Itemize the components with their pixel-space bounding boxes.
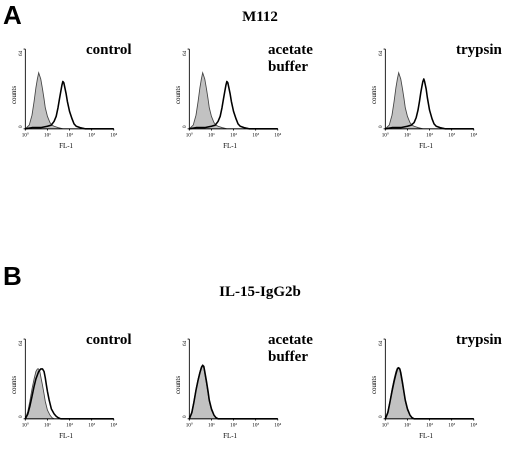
histogram-plot: 0 64 counts 10° 10¹ 10² 10³ 10⁴ FL-1 [11, 338, 117, 440]
x-tick-label: 10¹ [44, 423, 51, 429]
panel-title: IL-15-IgG2b [219, 284, 301, 300]
panel-title: M112 [242, 9, 278, 25]
condition-label-line: control [86, 42, 132, 58]
control-histogram-filled [188, 71, 278, 130]
x-tick-label: 10¹ [44, 133, 51, 139]
x-tick-label: 10⁴ [274, 133, 281, 139]
y-tick-label: 0 [182, 415, 188, 418]
y-tick-label: 64 [378, 50, 384, 56]
y-axis-label: counts [371, 86, 378, 104]
control-histogram-filled [188, 364, 278, 420]
y-tick-label: 0 [182, 125, 188, 128]
x-tick-label: 10¹ [404, 423, 411, 429]
x-tick-label: 10³ [448, 423, 455, 429]
y-tick-label: 64 [182, 340, 188, 346]
stained-histogram-line [25, 80, 114, 130]
x-tick-label: 10² [66, 423, 73, 429]
x-tick-label: 10° [382, 422, 389, 429]
y-tick-label: 64 [18, 50, 24, 56]
x-tick-label: 10⁴ [470, 423, 477, 429]
x-tick-label: 10° [186, 422, 193, 429]
x-tick-label: 10² [426, 423, 433, 429]
x-tick-label: 10¹ [404, 133, 411, 139]
condition-label: acetate buffer [268, 42, 313, 76]
y-axis-label: counts [11, 376, 18, 394]
x-tick-label: 10⁴ [470, 133, 477, 139]
x-tick-label: 10⁴ [110, 423, 117, 429]
x-tick-label: 10² [66, 133, 73, 139]
stained-histogram-line [385, 78, 474, 130]
y-tick-label: 0 [18, 125, 24, 128]
stained-histogram-line [24, 368, 114, 420]
x-tick-label: 10³ [252, 423, 259, 429]
stained-histogram-line [189, 80, 278, 130]
y-axis-label: counts [175, 376, 182, 394]
x-axis-label: FL-1 [223, 143, 237, 150]
y-axis-label: counts [11, 86, 18, 104]
x-tick-label: 10³ [88, 423, 95, 429]
x-tick-label: 10¹ [208, 423, 215, 429]
condition-label-line: buffer [268, 59, 308, 75]
x-tick-label: 10° [382, 132, 389, 139]
x-tick-label: 10¹ [208, 133, 215, 139]
x-axis-label: FL-1 [419, 143, 433, 150]
x-tick-label: 10³ [88, 133, 95, 139]
y-tick-label: 0 [18, 415, 24, 418]
control-histogram-filled [24, 71, 114, 130]
condition-label-line: control [86, 332, 132, 348]
panel-letter: A [3, 0, 22, 30]
x-axis-label: FL-1 [59, 143, 73, 150]
histogram-plot: 0 64 counts 10° 10¹ 10² 10³ 10⁴ FL-1 [371, 338, 477, 440]
condition-label-line: acetate [268, 42, 313, 58]
histogram-plot: 0 64 counts 10° 10¹ 10² 10³ 10⁴ FL-1 [175, 338, 281, 440]
x-tick-label: 10³ [448, 133, 455, 139]
condition-label: trypsin [456, 332, 502, 349]
panel-letter: B [3, 261, 22, 291]
condition-label: acetate buffer [268, 332, 313, 366]
condition-label-line: buffer [268, 349, 308, 365]
y-tick-label: 64 [378, 340, 384, 346]
condition-label-line: trypsin [456, 42, 502, 58]
x-tick-label: 10° [22, 132, 29, 139]
x-tick-label: 10⁴ [274, 423, 281, 429]
x-tick-label: 10² [230, 423, 237, 429]
histogram-plot: 0 64 counts 10° 10¹ 10² 10³ 10⁴ FL-1 [371, 48, 477, 150]
x-tick-label: 10° [186, 132, 193, 139]
condition-label-line: trypsin [456, 332, 502, 348]
condition-label: control [86, 332, 132, 349]
control-histogram-filled [384, 71, 474, 130]
y-axis-label: counts [175, 86, 182, 104]
x-tick-label: 10⁴ [110, 133, 117, 139]
condition-label: control [86, 42, 132, 59]
y-axis-label: counts [371, 376, 378, 394]
y-tick-label: 64 [18, 340, 24, 346]
histogram-plot: 0 64 counts 10° 10¹ 10² 10³ 10⁴ FL-1 [175, 48, 281, 150]
control-histogram-filled [384, 367, 474, 420]
histogram-plot: 0 64 counts 10° 10¹ 10² 10³ 10⁴ FL-1 [11, 48, 117, 150]
y-tick-label: 0 [378, 125, 384, 128]
x-tick-label: 10° [22, 422, 29, 429]
x-axis-label: FL-1 [419, 433, 433, 440]
x-tick-label: 10² [426, 133, 433, 139]
control-histogram-filled [24, 368, 114, 420]
condition-label-line: acetate [268, 332, 313, 348]
x-axis-label: FL-1 [59, 433, 73, 440]
x-tick-label: 10² [230, 133, 237, 139]
y-tick-label: 0 [378, 415, 384, 418]
condition-label: trypsin [456, 42, 502, 59]
y-tick-label: 64 [182, 50, 188, 56]
x-axis-label: FL-1 [223, 433, 237, 440]
x-tick-label: 10³ [252, 133, 259, 139]
